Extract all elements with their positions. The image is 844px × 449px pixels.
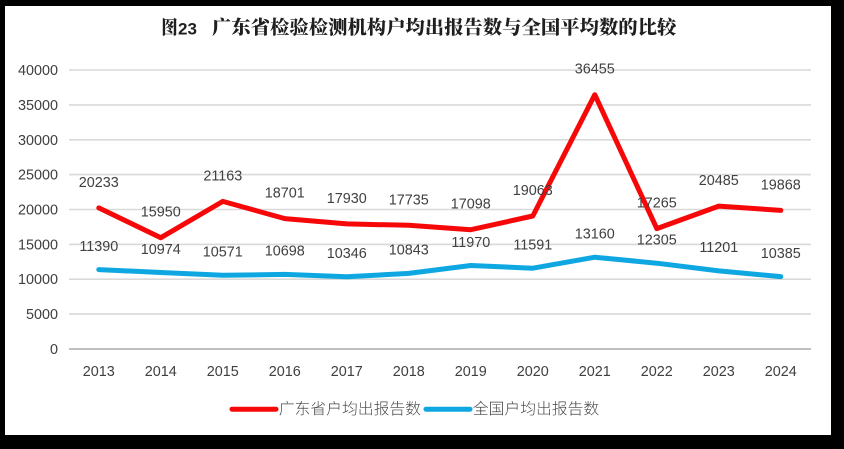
svg-text:17930: 17930 [327,191,367,207]
svg-text:19868: 19868 [761,177,801,193]
svg-text:12305: 12305 [637,233,677,249]
svg-text:10698: 10698 [265,244,305,260]
svg-text:2020: 2020 [517,364,549,380]
svg-text:2022: 2022 [641,364,673,380]
svg-text:2019: 2019 [455,364,487,380]
svg-text:2013: 2013 [83,364,115,380]
svg-text:21163: 21163 [203,168,242,184]
svg-text:2021: 2021 [579,364,611,380]
svg-text:10974: 10974 [141,242,181,258]
svg-text:2016: 2016 [269,364,301,380]
svg-text:11591: 11591 [513,238,552,254]
svg-text:11201: 11201 [699,240,738,256]
svg-text:10000: 10000 [18,272,58,288]
svg-text:35000: 35000 [18,98,58,114]
svg-text:15950: 15950 [141,205,181,221]
svg-text:2017: 2017 [331,364,363,380]
svg-text:20233: 20233 [79,175,119,191]
svg-text:11970: 11970 [451,235,490,251]
svg-text:10571: 10571 [203,245,243,261]
svg-text:17265: 17265 [637,196,677,212]
svg-text:2024: 2024 [765,364,797,380]
svg-text:10346: 10346 [327,246,367,262]
svg-text:17098: 17098 [451,197,491,213]
svg-text:18701: 18701 [265,186,305,202]
svg-text:25000: 25000 [18,168,58,184]
svg-text:36455: 36455 [575,62,615,78]
svg-text:2023: 2023 [703,364,735,380]
svg-text:15000: 15000 [18,237,58,253]
svg-text:19063: 19063 [513,183,553,199]
svg-text:2015: 2015 [207,364,239,380]
svg-text:30000: 30000 [18,133,58,149]
svg-text:13160: 13160 [575,227,615,243]
svg-text:2018: 2018 [393,364,425,380]
svg-text:17735: 17735 [389,192,429,208]
svg-text:40000: 40000 [18,63,58,79]
svg-text:5000: 5000 [26,307,58,323]
svg-text:11390: 11390 [79,239,118,255]
svg-text:2014: 2014 [145,364,177,380]
svg-text:0: 0 [50,342,58,358]
svg-text:20485: 20485 [699,173,739,189]
svg-text:10385: 10385 [761,246,801,262]
svg-text:10843: 10843 [389,243,429,259]
svg-text:23: 23 [178,20,197,39]
svg-text:20000: 20000 [18,203,58,219]
